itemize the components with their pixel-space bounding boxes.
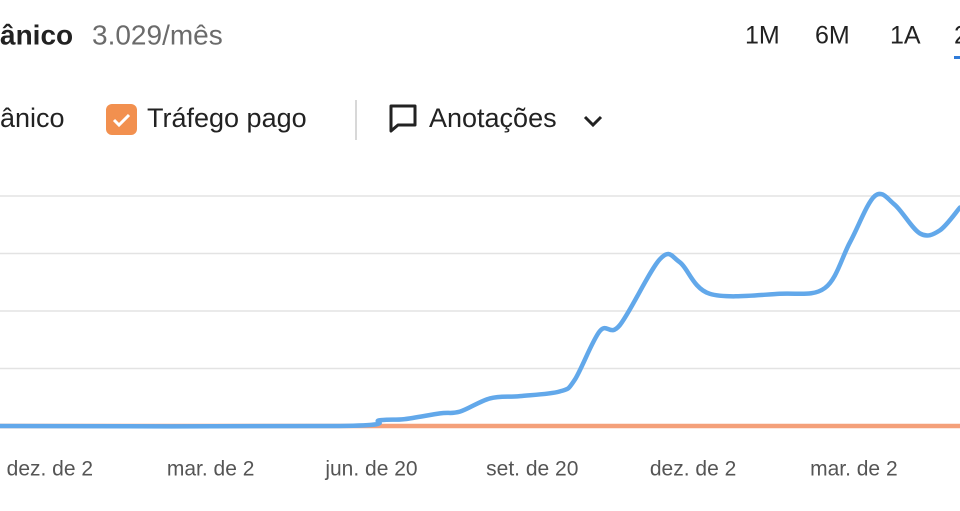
x-tick-label: mar. de 2: [167, 458, 255, 481]
range-button[interactable]: 6M: [815, 22, 850, 50]
title: ânico: [0, 19, 73, 50]
annotation-icon: [389, 104, 417, 133]
series-line: [0, 191, 960, 429]
legend-label[interactable]: ânico: [0, 103, 65, 133]
value: 3.029/mês: [92, 19, 223, 50]
range-button[interactable]: 1M: [745, 22, 780, 50]
checkbox[interactable]: [106, 104, 137, 135]
range-button[interactable]: 1A: [890, 22, 921, 50]
x-tick-label: dez. de 2: [650, 458, 736, 481]
x-tick-label: jun. de 20: [324, 458, 417, 481]
divider: [355, 100, 357, 140]
range-button[interactable]: 2: [954, 22, 960, 50]
annotations-button[interactable]: Anotações: [429, 103, 557, 133]
x-tick-label: dez. de 2: [7, 458, 93, 481]
x-tick-label: mar. de 2: [810, 458, 898, 481]
legend-label[interactable]: Tráfego pago: [147, 103, 307, 133]
chevron: [583, 115, 603, 128]
x-tick-label: set. de 20: [486, 458, 578, 481]
check-icon: [112, 113, 131, 128]
range-underline: [954, 56, 960, 59]
plot: dez. de 2 mar. de 2 jun. de 20 set. de 20 de…: [0, 191, 960, 481]
